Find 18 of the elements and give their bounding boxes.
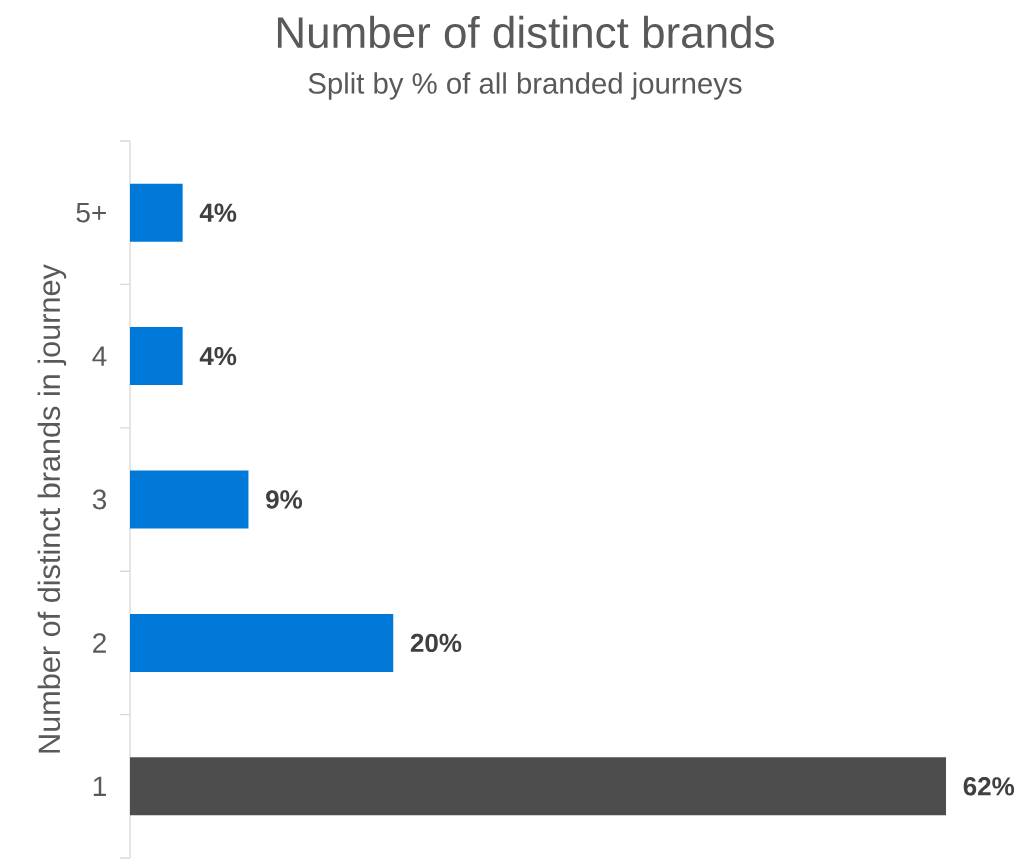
y-tick-label: 5+ [76,202,106,223]
bar [130,757,947,816]
y-axis-title: Number of distinct brands in journey [37,264,67,753]
data-label: 20% [410,633,462,653]
bar [130,470,249,529]
bar [130,327,183,386]
y-tick-label: 3 [92,489,107,510]
chart-title: Number of distinct brands [277,15,774,49]
data-label: 62% [963,777,1015,796]
bar [130,613,394,672]
data-label: 9% [266,490,303,509]
chart-subtitle: Split by % of all branded journeys [308,72,742,100]
data-label: 4% [199,203,237,222]
bar [130,183,183,242]
data-label: 4% [199,346,237,366]
y-tick-label: 2 [93,633,106,653]
y-tick-label: 4 [92,346,107,366]
y-tick-label: 1 [93,776,106,796]
